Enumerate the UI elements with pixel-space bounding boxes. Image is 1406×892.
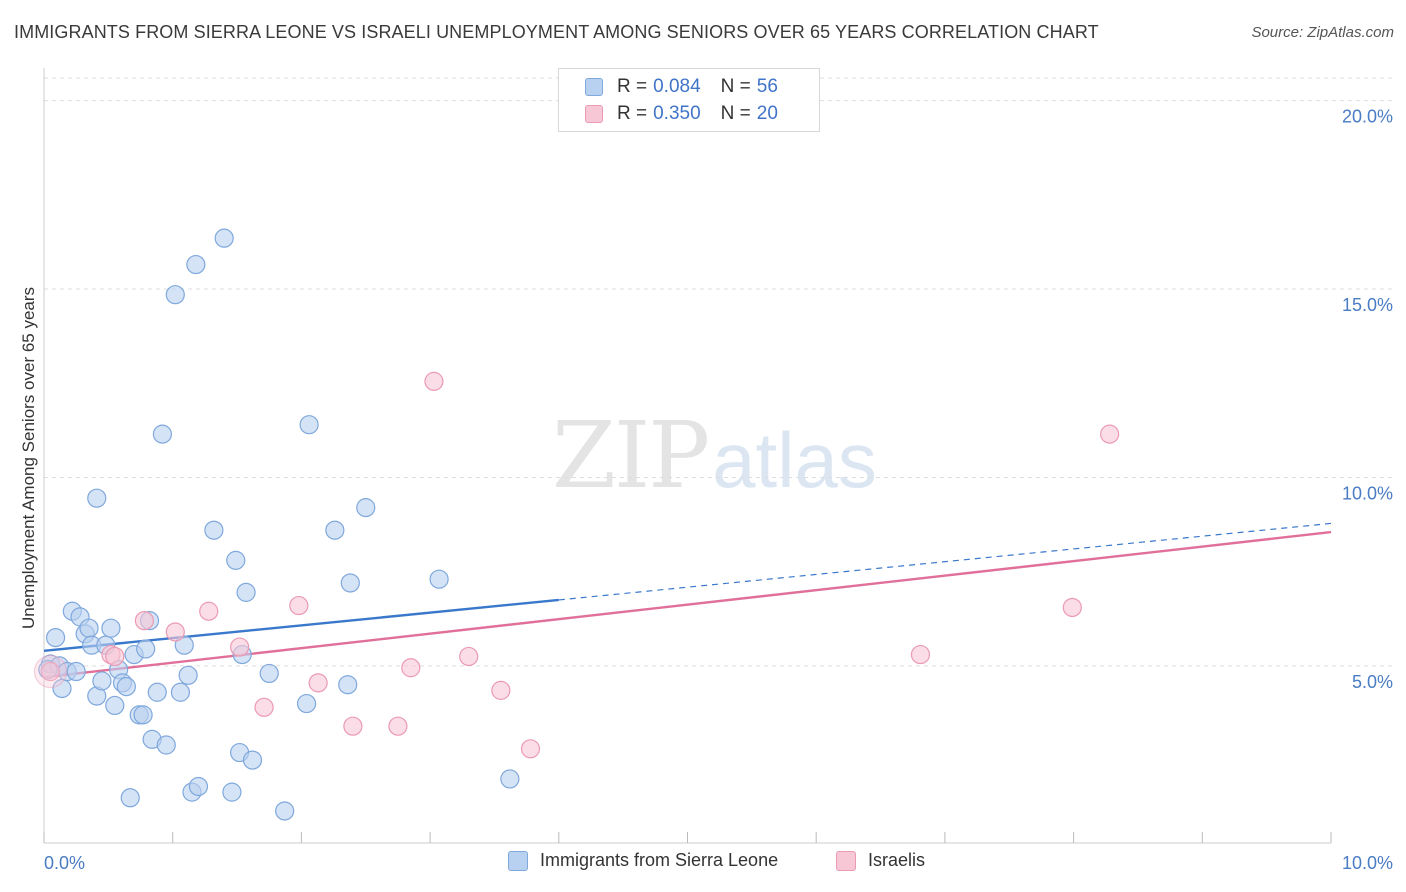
legend-swatch-blue [585, 78, 603, 96]
point-immigrants [136, 639, 156, 659]
point-immigrants [340, 573, 360, 593]
point-immigrants [147, 682, 167, 702]
point-immigrants [325, 520, 345, 540]
point-immigrants [186, 254, 206, 275]
chart-title: IMMIGRANTS FROM SIERRA LEONE VS ISRAELI … [14, 22, 1099, 42]
point-cluster [33, 655, 67, 689]
legend-item-israelis[interactable]: Israelis [836, 850, 925, 871]
point-israelis [40, 661, 61, 682]
point-israelis [343, 716, 363, 736]
point-immigrants [429, 569, 449, 589]
legend-r-label: R = [617, 76, 648, 97]
point-immigrants [101, 618, 121, 638]
point-immigrants [299, 415, 319, 435]
trend-line-israelis [43, 530, 1332, 679]
point-immigrants [45, 628, 66, 648]
label-layer: 5.0% 10.0% 15.0% 20.0% 0.0% 10.0% Unemployment… [19, 107, 1393, 873]
point-immigrants [214, 228, 234, 248]
point-immigrants [87, 488, 107, 508]
legend-r-value: 0.084 [653, 76, 701, 97]
legend-label-immigrants: Immigrants from Sierra Leone [540, 850, 779, 870]
point-israelis [520, 739, 541, 759]
point-immigrants [156, 735, 176, 755]
legend-swatch-blue [508, 850, 528, 871]
axis-layer [43, 68, 1332, 844]
point-immigrants [356, 498, 376, 518]
point-israelis [308, 673, 328, 693]
point-israelis [491, 680, 511, 700]
point-immigrants [178, 665, 198, 685]
legend-n-label: N = [720, 103, 751, 124]
point-israelis [230, 637, 250, 657]
point-immigrants [222, 782, 242, 802]
series-legend: Immigrants from Sierra Leone Israelis [0, 850, 1406, 878]
y-tick-label: 20.0% [1342, 107, 1393, 127]
point-israelis [134, 611, 154, 631]
legend-row-israelis: R = 0.350 N = 20 [585, 102, 778, 126]
point-israelis [199, 601, 219, 621]
point-israelis [165, 622, 185, 642]
point-immigrants [152, 424, 173, 444]
point-immigrants [259, 663, 279, 684]
point-immigrants [79, 618, 99, 638]
point-israelis [424, 371, 444, 391]
stats-legend: R = 0.084 N = 56 R = 0.350 N = 20 [558, 68, 820, 132]
point-israelis [289, 595, 309, 616]
point-immigrants [236, 582, 256, 602]
point-immigrants [204, 520, 224, 540]
y-axis-title: Unemployment Among Seniors over 65 years [19, 287, 38, 629]
legend-r-value: 0.350 [653, 103, 701, 124]
point-immigrants [296, 693, 317, 714]
y-tick-label: 10.0% [1342, 483, 1393, 503]
point-immigrants [170, 682, 191, 702]
point-immigrants [275, 801, 295, 821]
source-label: Source: ZipAtlas.com [1251, 24, 1394, 41]
point-immigrants [188, 776, 209, 797]
point-immigrants [174, 635, 194, 655]
points-layer [33, 228, 1120, 821]
legend-swatch-pink [585, 105, 603, 123]
y-tick-label: 5.0% [1352, 672, 1393, 692]
point-immigrants [338, 675, 358, 695]
point-immigrants [133, 705, 153, 725]
grid-layer [44, 77, 1394, 667]
trend-line-immigrants-extended [558, 522, 1332, 601]
legend-n-label: N = [720, 76, 751, 97]
point-israelis [105, 646, 125, 667]
x-tick-label: 0.0% [44, 853, 85, 873]
point-israelis [254, 697, 274, 717]
point-israelis [910, 644, 931, 665]
point-israelis [388, 716, 408, 736]
point-immigrants [92, 671, 112, 691]
point-israelis [1100, 424, 1120, 444]
point-israelis [1062, 597, 1082, 618]
point-immigrants [116, 677, 136, 697]
point-immigrants [105, 695, 125, 716]
legend-row-immigrants: R = 0.084 N = 56 [585, 75, 778, 99]
legend-item-immigrants[interactable]: Immigrants from Sierra Leone [508, 850, 778, 871]
point-israelis [401, 658, 421, 678]
trend-layer [43, 522, 1332, 679]
legend-n-value: 56 [756, 76, 778, 97]
point-israelis [459, 646, 479, 667]
point-immigrants [226, 550, 246, 570]
point-immigrants [66, 661, 86, 682]
legend-label-israelis: Israelis [868, 850, 926, 870]
legend-swatch-pink [836, 850, 856, 871]
legend-r-label: R = [617, 103, 648, 124]
x-tick-label: 10.0% [1342, 853, 1393, 873]
point-immigrants [165, 285, 185, 305]
point-immigrants [500, 769, 520, 789]
legend-n-value: 20 [756, 103, 778, 124]
point-immigrants [242, 750, 263, 770]
y-tick-label: 15.0% [1342, 295, 1393, 315]
point-immigrants [120, 788, 140, 808]
trend-line-immigrants [43, 598, 559, 653]
